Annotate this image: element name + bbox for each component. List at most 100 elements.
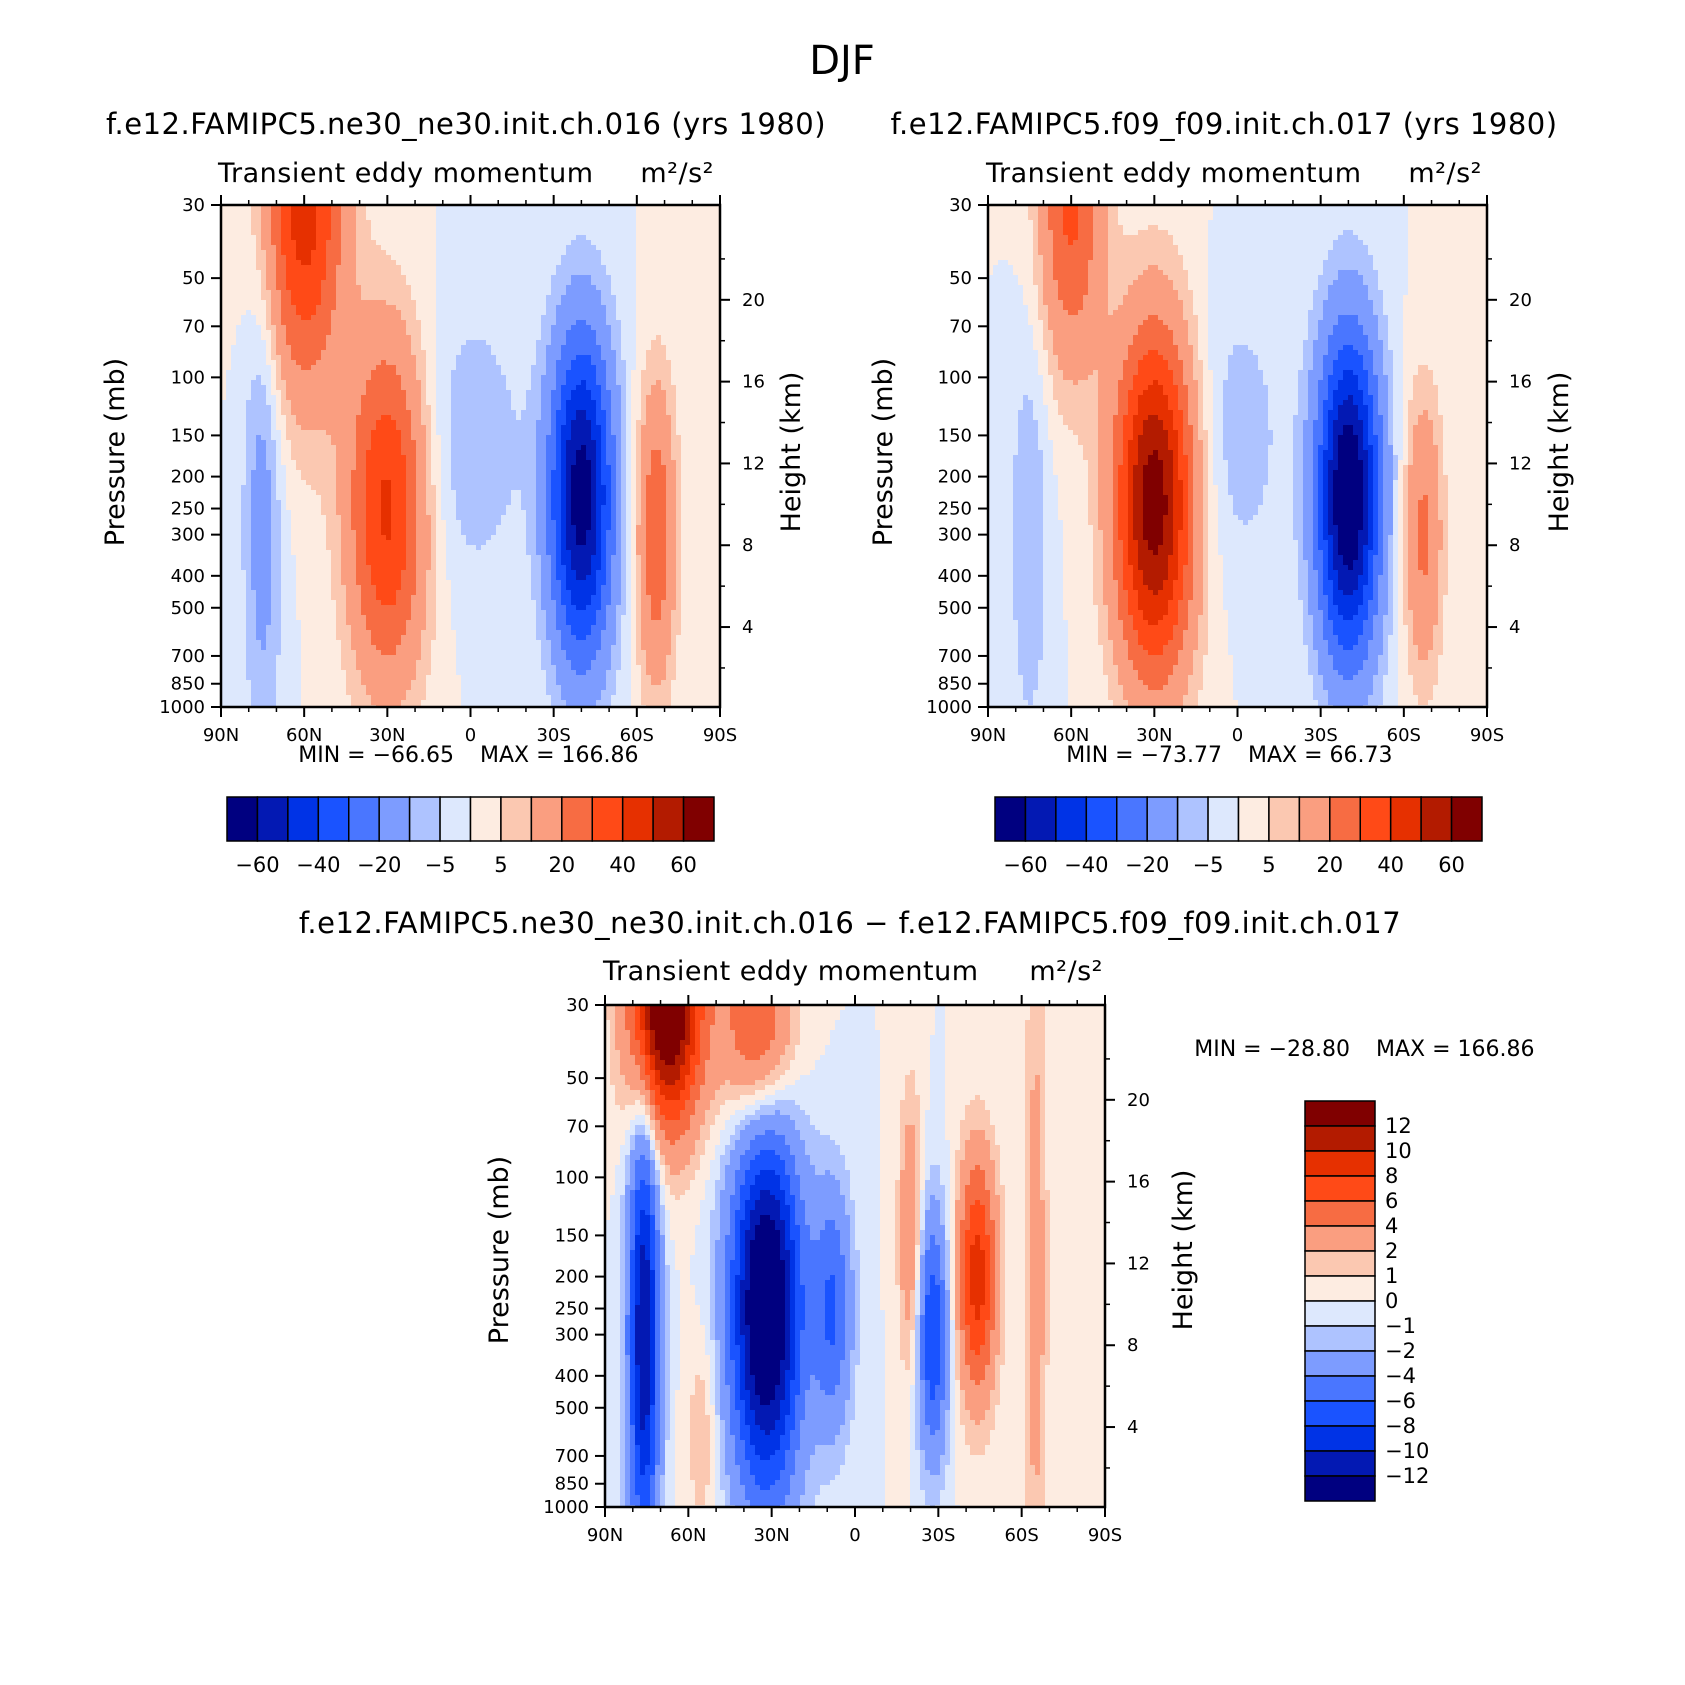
field-cell (436, 255, 441, 260)
field-cell (651, 250, 656, 255)
field-cell (646, 230, 651, 235)
field-cell (671, 245, 676, 250)
field-cell (466, 270, 471, 275)
field-cell (266, 215, 271, 220)
field-cell (451, 215, 456, 220)
field-cell (516, 235, 521, 240)
field-cell (706, 265, 711, 270)
field-cell (526, 260, 531, 265)
field-cell (256, 245, 261, 250)
field-cell (636, 215, 641, 220)
field-cell (356, 250, 361, 255)
field-cell (406, 240, 411, 245)
field-cell (636, 240, 641, 245)
field-cell (536, 210, 541, 215)
field-cell (341, 230, 346, 235)
field-cell (506, 235, 511, 240)
field-cell (641, 255, 646, 260)
field-cell (321, 260, 326, 265)
field-cell (231, 210, 236, 215)
field-cell (566, 230, 571, 235)
field-cell (286, 250, 291, 255)
field-cell (256, 275, 261, 280)
field-cell (296, 265, 301, 270)
field-cell (601, 240, 606, 245)
field-cell (251, 270, 256, 275)
field-cell (376, 255, 381, 260)
field-cell (316, 230, 321, 235)
field-cell (366, 240, 371, 245)
field-cell (651, 230, 656, 235)
field-cell (581, 260, 586, 265)
field-cell (496, 225, 501, 230)
field-cell (641, 210, 646, 215)
field-cell (551, 235, 556, 240)
field-cell (596, 235, 601, 240)
field-cell (291, 250, 296, 255)
field-cell (351, 230, 356, 235)
field-cell (571, 220, 576, 225)
field-cell (621, 260, 626, 265)
field-cell (656, 210, 661, 215)
field-cell (536, 260, 541, 265)
field-cell (396, 220, 401, 225)
field-cell (346, 215, 351, 220)
field-cell (586, 260, 591, 265)
field-cell (556, 240, 561, 245)
field-cell (691, 260, 696, 265)
field-cell (336, 210, 341, 215)
field-cell (296, 210, 301, 215)
field-cell (376, 225, 381, 230)
field-cell (701, 220, 706, 225)
field-cell (536, 240, 541, 245)
field-cell (591, 215, 596, 220)
field-cell (451, 265, 456, 270)
field-cell (596, 210, 601, 215)
field-cell (436, 225, 441, 230)
field-cell (421, 240, 426, 245)
field-cell (646, 220, 651, 225)
field-cell (301, 255, 306, 260)
field-cell (286, 215, 291, 220)
field-cell (461, 265, 466, 270)
field-cell (551, 230, 556, 235)
field-cell (246, 220, 251, 225)
field-cell (641, 250, 646, 255)
field-cell (331, 240, 336, 245)
field-cell (281, 220, 286, 225)
field-cell (691, 245, 696, 250)
field-cell (341, 275, 346, 280)
field-cell (601, 230, 606, 235)
field-cell (266, 240, 271, 245)
field-cell (386, 240, 391, 245)
field-cell (361, 215, 366, 220)
field-cell (481, 230, 486, 235)
field-cell (316, 235, 321, 240)
field-cell (711, 235, 716, 240)
field-cell (571, 230, 576, 235)
field-cell (531, 235, 536, 240)
field-cell (271, 255, 276, 260)
field-cell (491, 255, 496, 260)
field-cell (476, 235, 481, 240)
field-cell (696, 245, 701, 250)
units-label: m²/s² (640, 158, 714, 189)
field-cell (586, 265, 591, 270)
field-cell (491, 230, 496, 235)
field-cell (536, 215, 541, 220)
field-cell (386, 235, 391, 240)
field-cell (311, 255, 316, 260)
field-cell (636, 265, 641, 270)
field-cell (631, 210, 636, 215)
field-cell (691, 235, 696, 240)
field-cell (551, 220, 556, 225)
field-cell (466, 230, 471, 235)
field-cell (236, 235, 241, 240)
field-cell (471, 245, 476, 250)
field-cell (311, 275, 316, 280)
field-cell (541, 240, 546, 245)
field-cell (551, 240, 556, 245)
field-cell (546, 265, 551, 270)
field-cell (266, 265, 271, 270)
field-cell (631, 220, 636, 225)
